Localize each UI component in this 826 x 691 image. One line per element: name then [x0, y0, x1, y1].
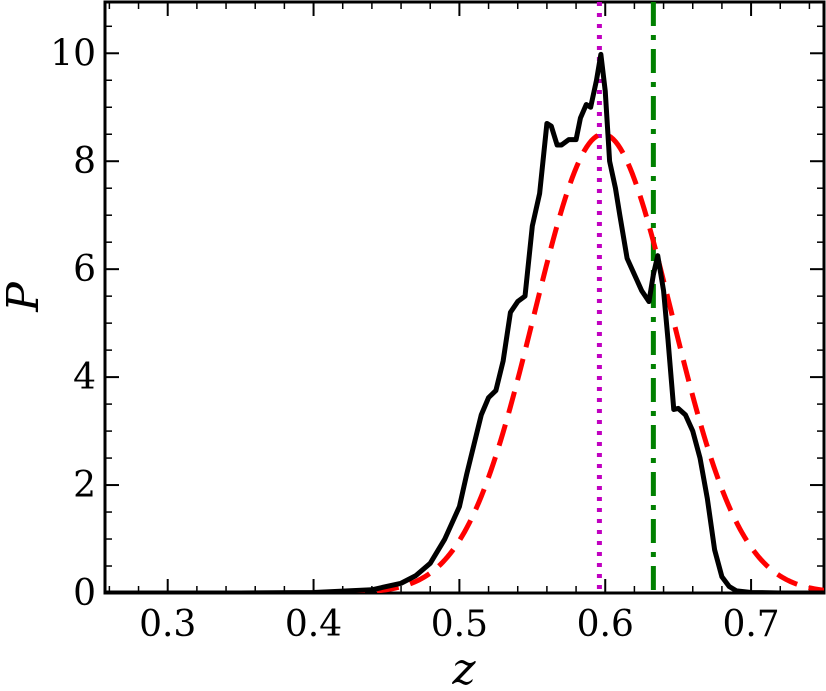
y-tick-label: 6 — [73, 249, 96, 290]
reference-lines — [596, 2, 656, 593]
x-tick-label: 0.6 — [577, 604, 634, 645]
distribution-curve — [105, 51, 824, 593]
y-tick-label: 0 — [73, 573, 96, 614]
y-tick-label: 10 — [50, 33, 96, 74]
x-tick-label: 0.7 — [722, 604, 779, 645]
x-axis-label: z — [451, 644, 476, 691]
axis-ticks — [105, 2, 824, 594]
y-axis-label: P — [0, 281, 49, 313]
y-tick-label: 2 — [73, 465, 96, 506]
axis-tick-labels: 0.3 0.4 0.5 0.6 0.7 0 2 4 6 8 10 — [50, 33, 780, 645]
plot-frame — [103, 0, 826, 595]
x-tick-label: 0.4 — [285, 604, 342, 645]
x-tick-label: 0.3 — [139, 604, 196, 645]
gaussian-fit-curve — [105, 131, 824, 593]
y-tick-label: 4 — [73, 357, 96, 398]
x-tick-label: 0.5 — [431, 604, 488, 645]
y-tick-label: 8 — [73, 141, 96, 182]
